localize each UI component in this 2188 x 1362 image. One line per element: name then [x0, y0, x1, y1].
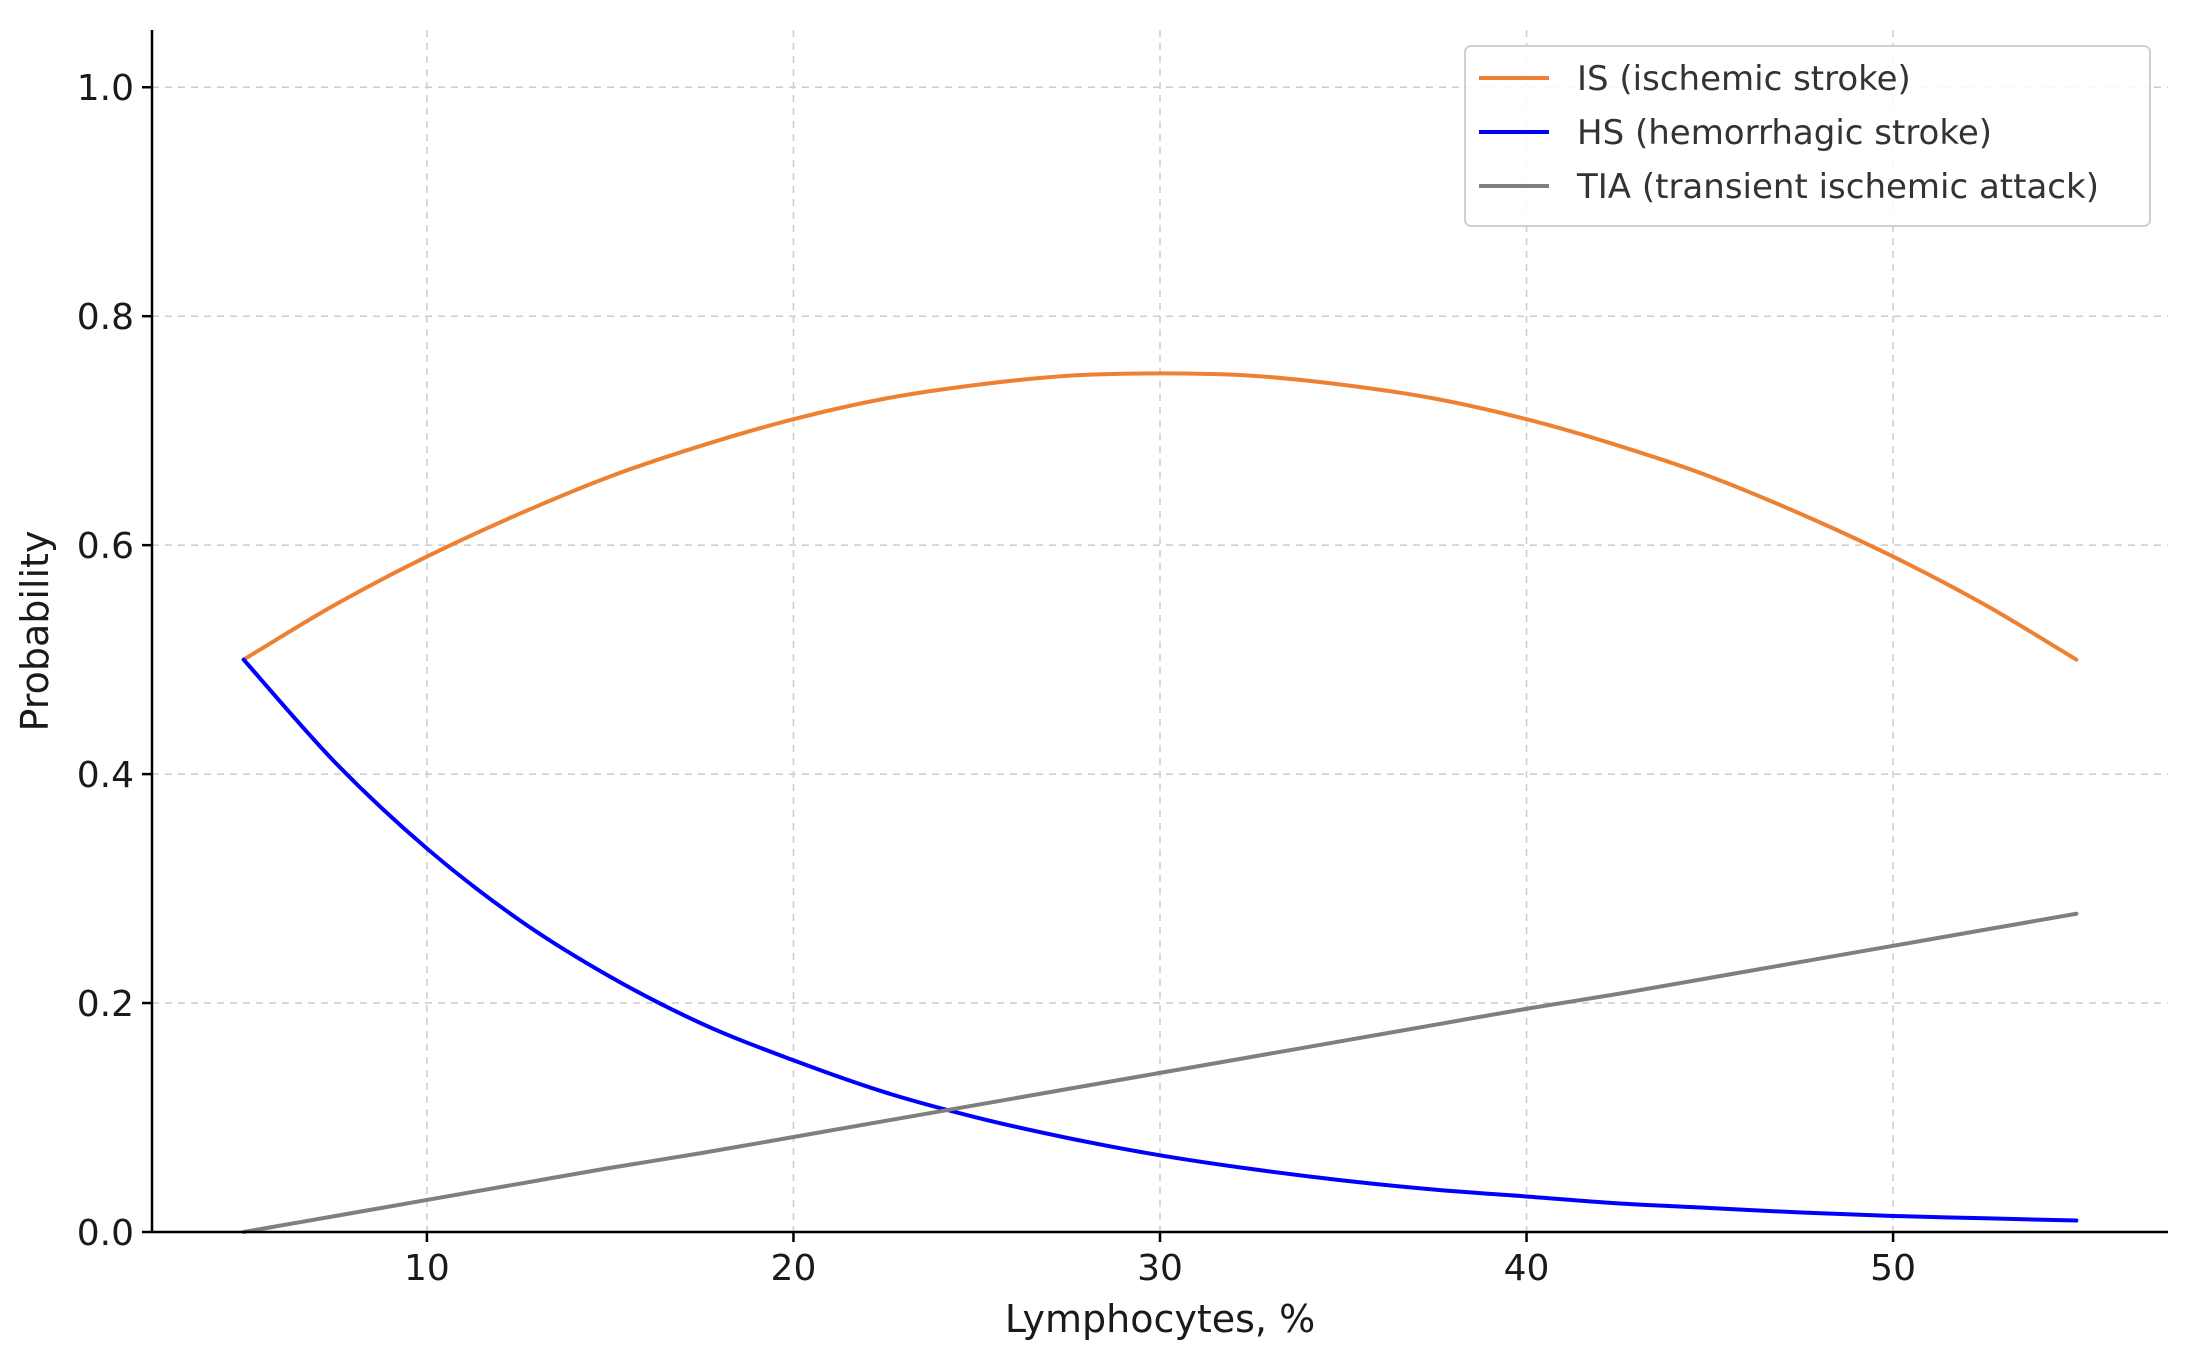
y-tick-label: 0.6	[77, 526, 134, 567]
legend-label: HS (hemorrhagic stroke)	[1577, 113, 1992, 153]
x-axis-label: Lymphocytes, %	[1005, 1297, 1315, 1341]
y-tick-label: 0.2	[77, 984, 134, 1025]
legend-label: TIA (transient ischemic attack)	[1576, 167, 2099, 207]
y-tick-label: 1.0	[77, 68, 134, 109]
legend-box	[1464, 45, 2151, 227]
series-line-hs	[241, 657, 2079, 1223]
series-line-is	[241, 371, 2079, 662]
x-tick-label: 20	[771, 1248, 817, 1289]
x-tick-label: 40	[1504, 1248, 1550, 1289]
legend-items: IS (ischemic stroke) HS (hemorrhagic stro…	[1479, 59, 2099, 207]
x-tick-label: 30	[1137, 1248, 1183, 1289]
y-tick-label: 0.0	[77, 1213, 134, 1254]
y-axis-label: Probability	[13, 531, 57, 732]
series-line-tia	[241, 911, 2079, 1234]
y-tick-label: 0.4	[77, 755, 134, 796]
y-tick-label: 0.8	[77, 297, 134, 338]
legend-label: IS (ischemic stroke)	[1577, 59, 1911, 99]
grid-lines	[152, 30, 2168, 1232]
legend: IS (ischemic stroke) HS (hemorrhagic stro…	[1464, 45, 2151, 227]
tick-labels: 10 20 30 40 50 0.0 0.2 0.4 0.6 0.8 1.0	[77, 68, 1916, 1289]
x-tick-label: 10	[404, 1248, 450, 1289]
x-tick-label: 50	[1870, 1248, 1916, 1289]
plot-series	[241, 371, 2079, 1234]
